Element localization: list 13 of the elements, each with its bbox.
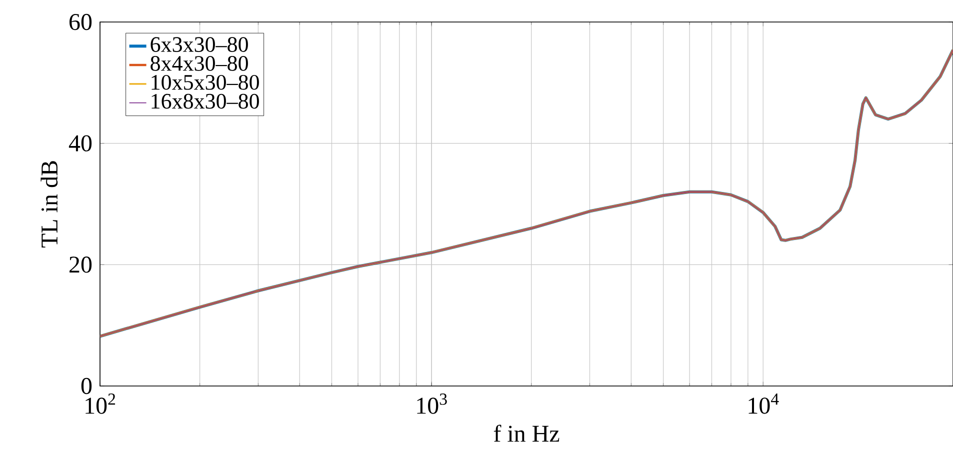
x-tick-label: 10$^{3}$ [417, 394, 447, 414]
x-tick-label: 10$^{2}$ [86, 394, 116, 414]
y-tick-label: 60 [70, 14, 92, 30]
legend-label: 8x4x30–80 [150, 56, 248, 71]
y-tick-label: 0 [81, 378, 92, 394]
y-axis-title: TL in dB [40, 161, 58, 248]
legend-label: 6x3x30–80 [150, 37, 248, 52]
legend-label: 16x8x30–80 [152, 94, 259, 109]
x-axis-title: f in Hz [494, 424, 560, 442]
legend-label: 10x5x30–80 [152, 74, 259, 90]
y-tick-label: 40 [68, 135, 92, 152]
y-tick-label: 20 [70, 256, 92, 273]
x-tick-label: 10$^{4}$ [748, 394, 779, 414]
